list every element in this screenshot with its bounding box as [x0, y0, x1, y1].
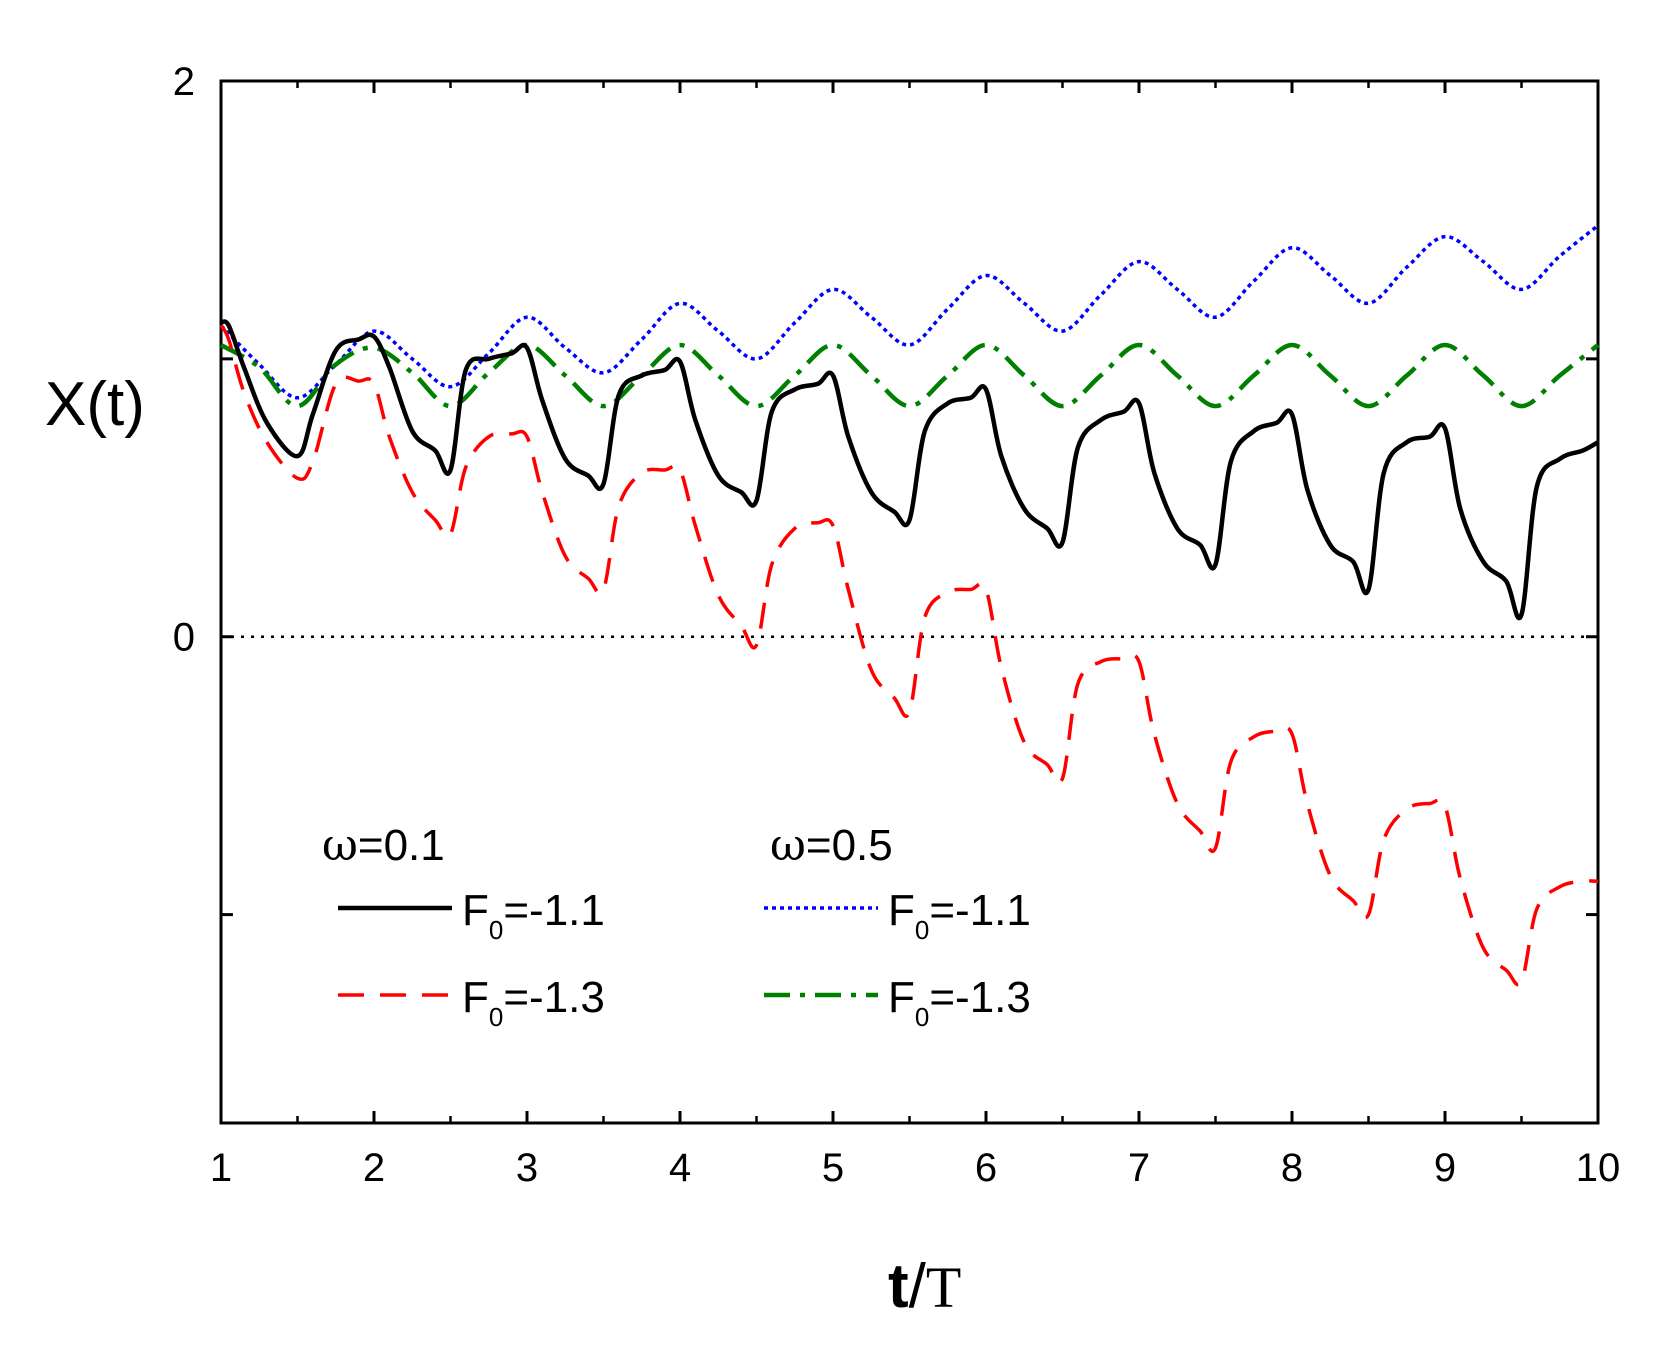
- series-line: [219, 342, 1600, 409]
- x-tick-label: 3: [516, 1146, 538, 1190]
- x-tick-label: 1: [210, 1146, 232, 1190]
- y-tick-label: 0: [173, 616, 195, 660]
- legend-header-omega-symbol: ω: [770, 820, 806, 871]
- x-tick-label: 8: [1281, 1146, 1303, 1190]
- x-axis-title-t: t: [888, 1252, 909, 1321]
- y-tick-label: 2: [173, 60, 195, 104]
- series-line: [219, 324, 1599, 987]
- series-line: [220, 319, 1600, 621]
- legend-header-omega-value: =0.5: [806, 821, 893, 870]
- series-layer: [219, 224, 1600, 987]
- legend-header-omega-value: =0.1: [358, 821, 445, 870]
- series-line: [219, 224, 1600, 400]
- legend-label: F0=-1.3: [462, 973, 605, 1032]
- y-axis-title: X(t): [45, 370, 145, 439]
- legend-label: F0=-1.3: [888, 973, 1031, 1032]
- legend-header-omega-0.5: ω=0.5: [770, 820, 893, 871]
- x-tick-label: 7: [1128, 1146, 1150, 1190]
- x-tick-label: 4: [669, 1146, 691, 1190]
- legend-header-omega-symbol: ω: [322, 820, 358, 871]
- x-tick-label: 9: [1434, 1146, 1456, 1190]
- x-tick-label: 5: [822, 1146, 844, 1190]
- x-tick-label: 10: [1576, 1146, 1621, 1190]
- x-axis-title-T: T: [926, 1255, 961, 1320]
- x-tick-label: 2: [363, 1146, 385, 1190]
- legend-entries: F0=-1.1 F0=-1.3 F0=-1.1 F0=-1.3: [338, 886, 1031, 1032]
- legend-label: F0=-1.1: [462, 886, 605, 945]
- axis-ticks-layer: 1 2 3 4 5 6 7 8 9 10 0 2: [173, 60, 1621, 1190]
- x-axis-title-slash: /: [909, 1252, 927, 1321]
- x-axis-title: t/T: [888, 1252, 961, 1321]
- legend-label: F0=-1.1: [888, 886, 1031, 945]
- legend: ω=0.1 ω=0.5 F0=-1.1F0=-1.3F0=-1.1F0=-1.3: [322, 820, 1031, 1032]
- legend-header-omega-0.1: ω=0.1: [322, 820, 445, 871]
- x-tick-label: 6: [975, 1146, 997, 1190]
